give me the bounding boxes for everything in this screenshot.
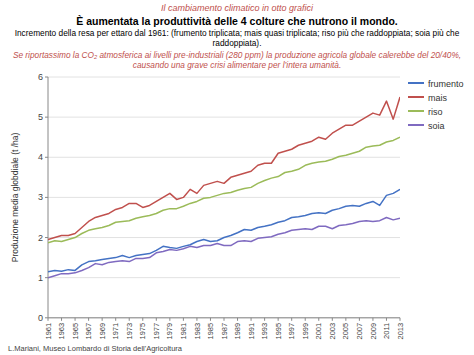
tick-label: 1999 bbox=[301, 323, 310, 340]
x-axis-line bbox=[48, 318, 400, 319]
tick-label: 5 bbox=[38, 112, 43, 122]
tick-label: 4 bbox=[38, 152, 43, 162]
series-line bbox=[48, 97, 400, 239]
legend-swatch bbox=[408, 124, 424, 126]
title: Il cambiamento climatico in otto grafici bbox=[8, 3, 466, 14]
tick-label: 1973 bbox=[125, 323, 134, 340]
tick-label: 2011 bbox=[382, 323, 391, 339]
tick-label: 1965 bbox=[71, 323, 80, 340]
chart: 0 1 2 3 4 5 6 1961 1963 1965 1967 1969 1971 1973 1975 1… bbox=[8, 71, 466, 344]
tick-label: 1985 bbox=[206, 323, 215, 340]
tick-label: 1969 bbox=[98, 323, 107, 340]
tick-label: 6 bbox=[38, 72, 43, 82]
page: Il cambiamento climatico in otto grafici… bbox=[0, 0, 474, 355]
tick-label: 2 bbox=[38, 233, 43, 243]
legend-swatch bbox=[408, 82, 424, 84]
tick-label: 2009 bbox=[369, 323, 378, 340]
tick-label: 1963 bbox=[57, 323, 66, 340]
series-line bbox=[48, 190, 400, 272]
tick-label: 1977 bbox=[152, 323, 161, 340]
tick-label: 1989 bbox=[233, 323, 242, 340]
grid-line bbox=[48, 117, 400, 118]
tick-label: 1979 bbox=[165, 323, 174, 340]
axes: 0 1 2 3 4 5 6 1961 1963 1965 1967 1969 1971 1973 1975 1… bbox=[38, 72, 405, 339]
tick-label: 2007 bbox=[355, 323, 364, 340]
grid-line bbox=[48, 318, 400, 319]
tick-label: 3 bbox=[38, 193, 43, 203]
subtitle: È aumentata la produttività delle 4 colt… bbox=[8, 15, 466, 28]
tick-label: 2001 bbox=[314, 323, 323, 340]
tick-label: 1967 bbox=[84, 323, 93, 340]
caption: L.Mariani, Museo Lombardo di Storia dell… bbox=[8, 344, 466, 353]
tick-label: 1983 bbox=[193, 323, 202, 340]
grid-line bbox=[48, 277, 400, 278]
legend-swatch bbox=[408, 96, 424, 98]
legend: frumento mais riso soia bbox=[408, 79, 464, 131]
tick-label: 1991 bbox=[247, 323, 256, 340]
tick-label: 2013 bbox=[396, 323, 405, 340]
grid-line bbox=[48, 77, 400, 78]
legend-label: soia bbox=[428, 121, 445, 131]
series-line bbox=[48, 137, 400, 243]
tick-label: 2005 bbox=[341, 323, 350, 340]
series-line bbox=[48, 218, 400, 278]
tick-label: 1961 bbox=[44, 323, 53, 340]
tick-label: 1987 bbox=[220, 323, 229, 340]
tick-label: 1981 bbox=[179, 323, 188, 340]
legend-swatch bbox=[408, 110, 424, 112]
grid-line bbox=[48, 197, 400, 198]
legend-label: frumento bbox=[428, 79, 464, 89]
tick-label: 2003 bbox=[328, 323, 337, 340]
tick-label: 1997 bbox=[287, 323, 296, 340]
tick-label: 1993 bbox=[260, 323, 269, 340]
tick-label: 1995 bbox=[274, 323, 283, 340]
tick-label: 1971 bbox=[111, 323, 120, 340]
y-axis-line bbox=[48, 77, 49, 318]
note: Se riportassimo la CO₂ atmosferica ai li… bbox=[8, 51, 466, 71]
note: Incremento della resa per ettaro dal 196… bbox=[8, 29, 466, 49]
tick-label: 0 bbox=[38, 313, 43, 323]
legend-label: riso bbox=[428, 107, 443, 117]
tick-label: 1 bbox=[38, 273, 43, 283]
legend-label: mais bbox=[428, 93, 448, 103]
plot-area bbox=[48, 97, 400, 278]
axis-label: Produzione media globdiale (t /ha) bbox=[10, 133, 20, 263]
grid-line bbox=[48, 157, 400, 158]
tick-label: 1975 bbox=[138, 323, 147, 340]
